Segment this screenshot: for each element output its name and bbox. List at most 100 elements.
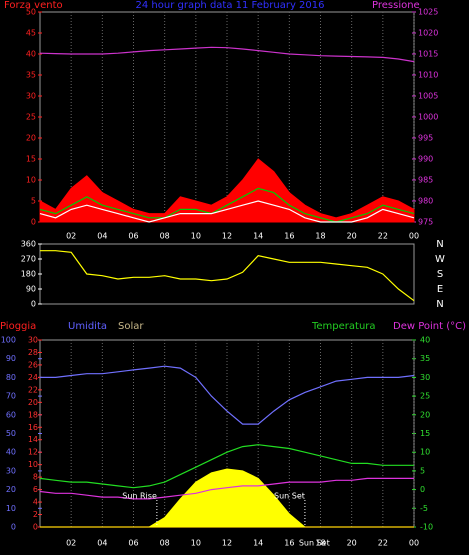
- y2-tick-label: 1025: [418, 8, 438, 17]
- x-tick-label: 22: [378, 539, 388, 548]
- y2-tick-label: 0: [33, 523, 38, 532]
- y3-tick-label: -10: [420, 523, 433, 532]
- y2-tick-label: 995: [418, 134, 433, 143]
- y2-tick-label: 26: [28, 360, 38, 369]
- y3-tick-label: -5: [420, 504, 428, 513]
- y-tick-label: 10: [26, 176, 36, 185]
- y3-tick-label: 35: [420, 354, 430, 363]
- series-line: [40, 250, 415, 302]
- y2-tick-label: 985: [418, 176, 433, 185]
- y2-tick-label: 4: [33, 498, 38, 507]
- y-tick-label: 30: [6, 466, 16, 475]
- y2-tick-label: 1020: [418, 29, 438, 38]
- series-label: Temperatura: [311, 321, 376, 332]
- y2-tick-label: 18: [28, 410, 38, 419]
- y-tick-label: 45: [26, 29, 36, 38]
- x-tick-label: 00: [409, 539, 419, 548]
- compass-label: W: [435, 254, 445, 265]
- y3-tick-label: 40: [420, 336, 430, 345]
- series-line: [39, 187, 415, 223]
- x-tick-label: 02: [66, 539, 76, 548]
- series-label: Umidita: [68, 321, 107, 332]
- y3-tick-label: 25: [420, 392, 430, 401]
- x-tick-label: 06: [128, 539, 138, 548]
- series-line: [39, 200, 415, 223]
- y3-tick-label: 0: [420, 485, 425, 494]
- y-tick-label: 0: [11, 523, 16, 532]
- x-tick-label: 08: [160, 232, 170, 241]
- annotation: Sun Set: [274, 492, 305, 501]
- y2-tick-label: 980: [418, 197, 433, 206]
- series-line: [39, 444, 414, 489]
- x-tick-label: 14: [253, 539, 263, 548]
- y-tick-label: 60: [6, 410, 16, 419]
- compass-label: E: [437, 284, 443, 295]
- x-tick-label: 14: [253, 232, 263, 241]
- y-tick-label: 30: [26, 92, 36, 101]
- x-tick-label: 06: [128, 232, 138, 241]
- compass-label: N: [436, 239, 443, 250]
- compass-label: S: [437, 269, 443, 280]
- y-tick-label: 80: [6, 373, 16, 382]
- y-tick-label: 360: [21, 240, 36, 249]
- y-tick-label: 50: [6, 429, 16, 438]
- y-tick-label: 270: [21, 255, 36, 264]
- y-tick-label: 50: [26, 8, 36, 17]
- x-tick-label: 04: [97, 232, 107, 241]
- y2-tick-label: 8: [33, 473, 38, 482]
- chart-title: 24 hour graph data 11 February 2016: [136, 0, 325, 11]
- series-label: Pioggia: [0, 321, 36, 332]
- y3-tick-label: 20: [420, 410, 430, 419]
- y2-tick-label: 2: [33, 510, 38, 519]
- x-tick-label: 18: [315, 539, 325, 548]
- x-tick-label: 10: [191, 539, 201, 548]
- y-tick-label: 5: [31, 197, 36, 206]
- series-line: [40, 365, 415, 425]
- y-tick-label: 180: [21, 270, 36, 279]
- y-tick-label: 0: [31, 218, 36, 227]
- x-tick-label: 08: [160, 539, 170, 548]
- y2-tick-label: 990: [418, 155, 433, 164]
- y2-tick-label: 28: [28, 348, 38, 357]
- y3-tick-label: 10: [420, 448, 430, 457]
- x-tick-label: 16: [284, 539, 294, 548]
- annotation: Sun Rise: [122, 492, 157, 501]
- y-tick-label: 20: [6, 485, 16, 494]
- annotation: Sun Set: [299, 539, 330, 548]
- y-tick-label: 35: [26, 71, 36, 80]
- y2-tick-label: 1010: [418, 71, 438, 80]
- x-tick-label: 12: [222, 539, 232, 548]
- y2-tick-label: 14: [28, 435, 38, 444]
- y2-tick-label: 975: [418, 218, 433, 227]
- x-tick-label: 20: [347, 539, 357, 548]
- y2-tick-label: 20: [28, 398, 38, 407]
- y-tick-label: 40: [6, 448, 16, 457]
- x-tick-label: 12: [222, 232, 232, 241]
- series-label: Dew Point (°C): [393, 321, 466, 332]
- y2-tick-label: 10: [28, 460, 38, 469]
- y-tick-label: 90: [26, 285, 36, 294]
- y2-tick-label: 12: [28, 448, 38, 457]
- y-tick-label: 40: [26, 50, 36, 59]
- series-area: [40, 468, 414, 528]
- y3-tick-label: 15: [420, 429, 430, 438]
- series-label: Solar: [118, 321, 144, 332]
- y-tick-label: 0: [31, 300, 36, 309]
- x-tick-label: 04: [97, 539, 107, 548]
- x-tick-label: 18: [315, 232, 325, 241]
- y2-tick-label: 1015: [418, 50, 438, 59]
- x-tick-label: 00: [409, 232, 419, 241]
- y2-tick-label: 16: [28, 423, 38, 432]
- y3-tick-label: 5: [420, 466, 425, 475]
- y2-tick-label: 24: [28, 373, 38, 382]
- y-tick-label: 25: [26, 113, 36, 122]
- y2-tick-label: 30: [28, 336, 38, 345]
- series-line: [39, 477, 414, 500]
- y-tick-label: 70: [6, 392, 16, 401]
- x-tick-label: 20: [347, 232, 357, 241]
- y2-tick-label: 22: [28, 385, 38, 394]
- series-line: [39, 46, 415, 63]
